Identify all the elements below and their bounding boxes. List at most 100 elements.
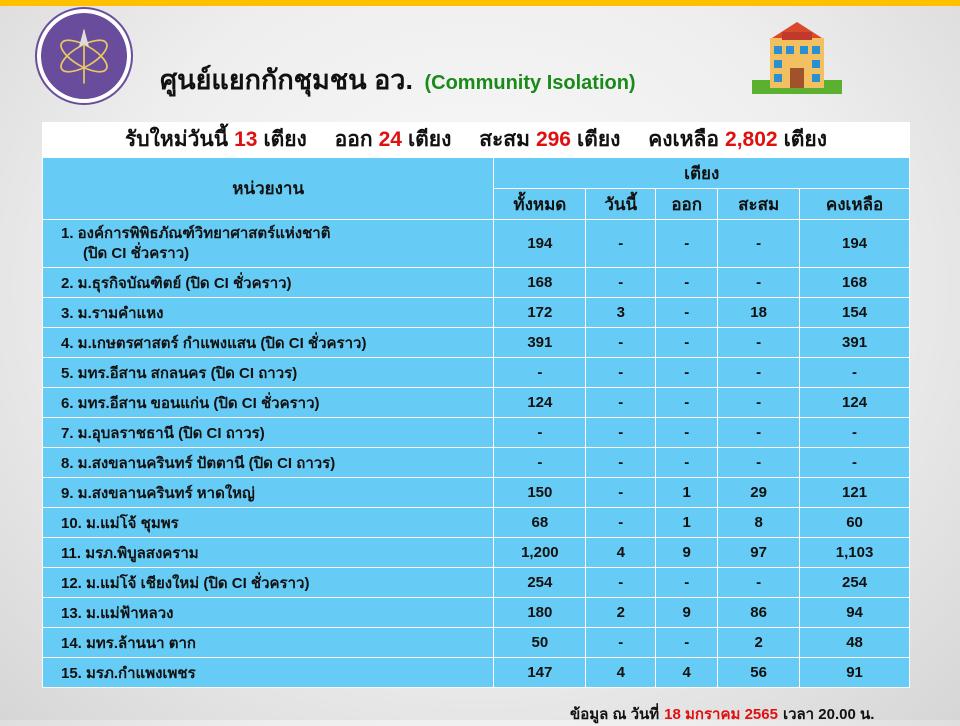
cell-out: - — [655, 267, 719, 298]
cell-remaining: 94 — [799, 597, 910, 628]
new-count: 13 — [234, 128, 258, 151]
unit-name-line: 9. ม.สงขลานครินทร์ หาดใหญ่ — [61, 484, 255, 502]
cell-out: - — [655, 567, 719, 598]
unit-name: 15. มรภ.กำแพงเพชร — [41, 657, 495, 688]
cell-total: 254 — [493, 567, 587, 598]
cell-cumulative: 56 — [717, 657, 801, 688]
unit-name-line2: (ปิด CI ชั่วคราว) — [83, 244, 190, 262]
cell-cumulative: 86 — [717, 597, 801, 628]
table-row: 14. มทร.ล้านนา ตาก 50- -2 48 — [41, 627, 910, 658]
unit-name-line: 4. ม.เกษตรศาสตร์ กำแพงแสน (ปิด CI ชั่วคร… — [61, 334, 367, 352]
cell-today: 4 — [585, 657, 657, 688]
cell-cumulative: 18 — [717, 297, 801, 328]
unit-label: เตียง — [577, 128, 621, 151]
table-row: 3. ม.รามคำแหง 172 3-18 154 — [41, 297, 910, 328]
unit-label: เตียง — [263, 128, 307, 151]
cell-total: 194 — [493, 219, 587, 268]
cell-today: 2 — [585, 597, 657, 628]
col-header-beds: เตียง — [493, 157, 910, 189]
unit-name-line: 6. มทร.อีสาน ขอนแก่น (ปิด CI ชั่วคราว) — [61, 394, 320, 412]
cell-cumulative: 8 — [717, 507, 801, 538]
cell-today: - — [585, 267, 657, 298]
unit-label: เตียง — [783, 128, 827, 151]
cell-remaining: 121 — [799, 477, 910, 508]
cell-remaining: 254 — [799, 567, 910, 598]
unit-name: 7. ม.อุบลราชธานี (ปิด CI ถาวร) — [41, 417, 495, 448]
col-header-out: ออก — [655, 188, 719, 220]
cell-today: - — [585, 627, 657, 658]
cell-cumulative: - — [717, 267, 801, 298]
cell-today: - — [585, 567, 657, 598]
cell-cumulative: 2 — [717, 627, 801, 658]
cell-cumulative: - — [717, 447, 801, 478]
cell-out: 1 — [655, 507, 719, 538]
timestamp-time: 20.00 น. — [818, 706, 875, 723]
time-label: เวลา — [782, 706, 815, 723]
cell-remaining: 91 — [799, 657, 910, 688]
table-row: 6. มทร.อีสาน ขอนแก่น (ปิด CI ชั่วคราว) 12… — [41, 387, 910, 418]
cell-today: 4 — [585, 537, 657, 568]
cell-today: - — [585, 219, 657, 268]
unit-name: 5. มทร.อีสาน สกลนคร (ปิด CI ถาวร) — [41, 357, 495, 388]
daily-summary: รับใหม่วันนี้ 13 เตียง ออก 24 เตียง สะสม 296 เ… — [42, 122, 910, 157]
timestamp-label: ข้อมูล ณ วันที่ — [570, 706, 660, 723]
col-header-cumulative: สะสม — [717, 188, 801, 220]
cell-out: - — [655, 447, 719, 478]
unit-name-line: 5. มทร.อีสาน สกลนคร (ปิด CI ถาวร) — [61, 364, 298, 382]
table-row: 1. องค์การพิพิธภัณฑ์วิทยาศาสตร์แห่งชาติ (… — [41, 219, 910, 268]
cell-today: - — [585, 477, 657, 508]
cell-total: 68 — [493, 507, 587, 538]
cell-remaining: - — [799, 447, 910, 478]
cell-cumulative: - — [717, 219, 801, 268]
unit-name: 12. ม.แม่โจ้ เชียงใหม่ (ปิด CI ชั่วคราว) — [41, 567, 495, 598]
cell-out: - — [655, 327, 719, 358]
unit-name: 2. ม.ธุรกิจบัณฑิตย์ (ปิด CI ชั่วคราว) — [41, 267, 495, 298]
cell-today: - — [585, 387, 657, 418]
cell-total: 1,200 — [493, 537, 587, 568]
cell-today: - — [585, 357, 657, 388]
cell-remaining: 60 — [799, 507, 910, 538]
unit-name-line: 2. ม.ธุรกิจบัณฑิตย์ (ปิด CI ชั่วคราว) — [61, 274, 292, 292]
unit-name-line: 11. มรภ.พิบูลสงคราม — [61, 544, 199, 562]
unit-name-line: 14. มทร.ล้านนา ตาก — [61, 634, 196, 652]
cell-cumulative: 29 — [717, 477, 801, 508]
table-row: 9. ม.สงขลานครินทร์ หาดใหญ่ 150-1 29 121 — [41, 477, 910, 508]
remaining-count: 2,802 — [725, 128, 778, 151]
cell-cumulative: - — [717, 387, 801, 418]
cell-cumulative: - — [717, 327, 801, 358]
cell-out: - — [655, 219, 719, 268]
unit-name-line: 7. ม.อุบลราชธานี (ปิด CI ถาวร) — [61, 424, 265, 442]
cell-remaining: 194 — [799, 219, 910, 268]
table-row: 11. มรภ.พิบูลสงคราม 1,200 4 9 97 1,103 — [41, 537, 910, 568]
cell-out: 4 — [655, 657, 719, 688]
unit-name: 3. ม.รามคำแหง — [41, 297, 495, 328]
out-count: 24 — [378, 128, 402, 151]
col-header-remaining: คงเหลือ — [799, 188, 910, 220]
cell-remaining: - — [799, 417, 910, 448]
cell-remaining: 124 — [799, 387, 910, 418]
table-row: 5. มทร.อีสาน สกลนคร (ปิด CI ถาวร) - - - - - — [41, 357, 910, 388]
isolation-beds-table: หน่วยงาน เตียง ทั้งหมด วันนี้ ออก สะสม คง… — [41, 157, 910, 688]
cell-cumulative: - — [717, 567, 801, 598]
unit-name-line: 12. ม.แม่โจ้ เชียงใหม่ (ปิด CI ชั่วคราว) — [61, 574, 310, 592]
page-title: ศูนย์แยกกักชุมชน อว. (Community Isolatio… — [160, 58, 636, 101]
cell-out: 1 — [655, 477, 719, 508]
cell-cumulative: 97 — [717, 537, 801, 568]
cell-total: 168 — [493, 267, 587, 298]
cell-out: 9 — [655, 597, 719, 628]
cell-total: 150 — [493, 477, 587, 508]
data-timestamp: ข้อมูล ณ วันที่ 18 มกราคม 2565 เวลา 20.00 … — [570, 702, 874, 726]
unit-name-line: 13. ม.แม่ฟ้าหลวง — [61, 604, 174, 622]
unit-name-line: 1. องค์การพิพิธภัณฑ์วิทยาศาสตร์แห่งชาติ — [61, 224, 331, 242]
ministry-logo — [37, 9, 131, 103]
unit-name: 11. มรภ.พิบูลสงคราม — [41, 537, 495, 568]
unit-label: เตียง — [407, 128, 452, 151]
cell-out: - — [655, 357, 719, 388]
cell-today: - — [585, 447, 657, 478]
unit-name: 10. ม.แม่โจ้ ชุมพร — [41, 507, 495, 538]
cell-remaining: - — [799, 357, 910, 388]
cell-out: - — [655, 627, 719, 658]
timestamp-date: 18 มกราคม 2565 — [664, 706, 778, 723]
table-row: 8. ม.สงขลานครินทร์ ปัตตานี (ปิด CI ถาวร)… — [41, 447, 910, 478]
cell-remaining: 1,103 — [799, 537, 910, 568]
